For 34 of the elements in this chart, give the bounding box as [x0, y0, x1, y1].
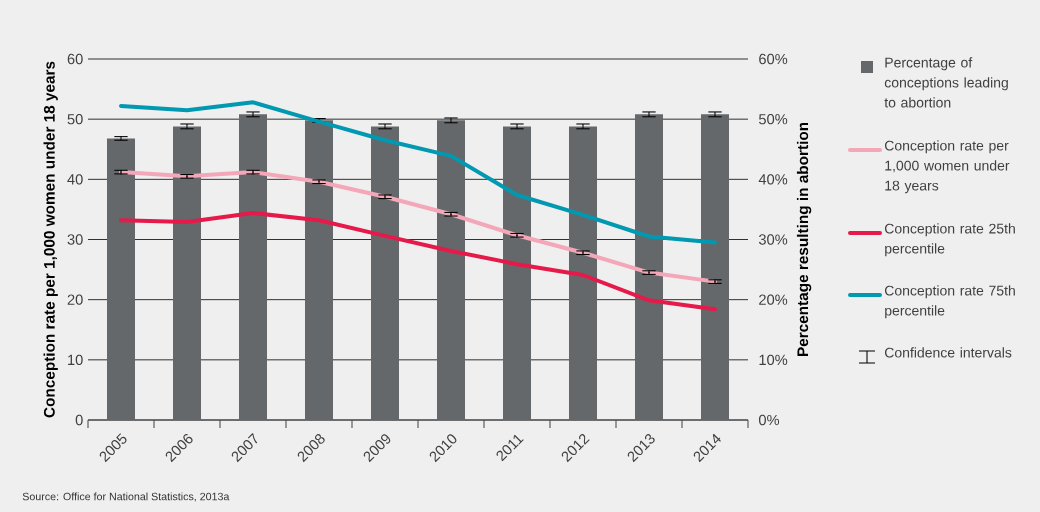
source-note: Source: Office for National Statistics, 2013a — [22, 492, 230, 502]
y2-tick-label: 40% — [758, 174, 788, 185]
y2-tick-label: 60% — [759, 53, 788, 65]
y2-tick-label: 30% — [758, 234, 788, 245]
bar — [371, 126, 399, 420]
bar — [569, 126, 597, 420]
y-tick-label: 50 — [67, 113, 83, 125]
y-tick-label: 40 — [67, 174, 83, 185]
legend-label: Percentage of conceptions leading to abortion — [884, 57, 1008, 108]
y2-tick-label: 0% — [758, 414, 780, 426]
bar — [437, 120, 465, 420]
line-series — [119, 100, 717, 245]
y-tick-label: 0 — [75, 414, 83, 426]
y2-axis-title: Percentage resulting in abortion — [796, 122, 812, 357]
y-tick-label: 20 — [67, 294, 83, 305]
bar — [503, 126, 531, 420]
bar — [701, 114, 729, 420]
y-tick-label: 30 — [67, 234, 83, 245]
bar — [107, 138, 135, 420]
y-tick-label: 60 — [67, 53, 83, 65]
y2-tick-label: 50% — [758, 113, 788, 125]
bar — [305, 120, 333, 420]
bar — [173, 126, 201, 420]
y-tick-label: 10 — [68, 354, 83, 366]
y-axis-title: Conception rate per 1,000 women under 18 years — [43, 61, 58, 418]
y2-tick-label: 10% — [759, 354, 788, 366]
legend-label: Conception rate per 1,000 women under 18 years — [884, 140, 1010, 194]
legend-label: Conception rate 25th percentile — [884, 223, 1015, 257]
bar — [239, 114, 267, 420]
y2-tick-label: 20% — [759, 294, 788, 305]
text: Confidence intervals — [884, 347, 1012, 358]
line-series — [119, 211, 717, 312]
legend-label: Conception rate 75th percentile — [884, 285, 1015, 319]
bar — [635, 114, 663, 420]
